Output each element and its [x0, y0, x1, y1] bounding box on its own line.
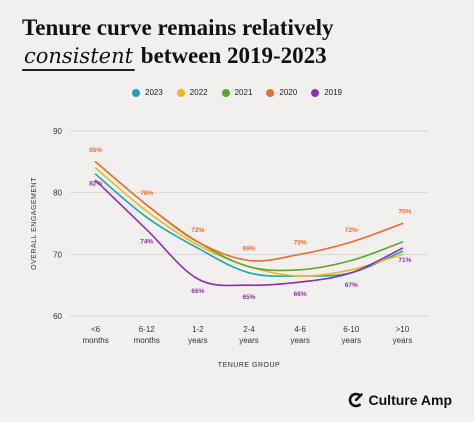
title-line-2: consistent between 2019-2023: [22, 42, 462, 70]
x-tick-label-4-0: 4-6: [294, 325, 306, 334]
chart-title: Tenure curve remains relatively consiste…: [22, 14, 462, 70]
x-axis-label: TENURE GROUP: [218, 362, 280, 369]
legend-label-2021: 2021: [234, 88, 253, 97]
data-label-2019-0: 82%: [89, 180, 102, 187]
data-label-2019-3: 65%: [242, 294, 255, 301]
legend-item-2019: 2019: [311, 88, 342, 97]
legend-label-2022: 2022: [189, 88, 208, 97]
y-tick-label-70: 70: [53, 250, 62, 259]
x-tick-label-4-1: years: [290, 336, 310, 345]
data-label-2019-5: 67%: [345, 282, 358, 289]
x-tick-label-3-1: years: [239, 336, 259, 345]
x-tick-label-6-1: years: [393, 336, 413, 345]
legend-item-2022: 2022: [176, 88, 208, 97]
legend-label-2023: 2023: [145, 88, 163, 97]
series-line-2020: [94, 161, 404, 262]
x-tick-label-2-0: 1-2: [192, 325, 204, 334]
data-label-2019-2: 66%: [191, 288, 204, 295]
legend-swatch-2021: [221, 88, 230, 97]
data-label-2019-4: 66%: [294, 291, 307, 298]
x-tick-label-3-0: 2-4: [243, 325, 255, 334]
data-label-2020-0: 85%: [89, 147, 102, 154]
x-tick-label-5-0: 6-10: [343, 325, 360, 334]
y-tick-label-80: 80: [53, 189, 62, 198]
x-tick-label-6-0: >10: [396, 325, 410, 334]
x-tick-label-2-1: years: [188, 336, 208, 345]
title-line-2-rest: between 2019-2023: [135, 43, 327, 68]
y-tick-label-90: 90: [53, 127, 62, 136]
series-line-2019: [94, 179, 404, 287]
legend-item-2021: 2021: [221, 88, 253, 97]
legend-swatch-2022: [176, 88, 185, 97]
culture-amp-logo-icon: [348, 392, 363, 408]
data-label-2019-6: 71%: [398, 257, 411, 264]
x-tick-label-5-1: years: [342, 336, 362, 345]
data-label-2020-2: 72%: [191, 227, 204, 234]
y-axis-label: OVERALL ENGAGEMENT: [31, 177, 38, 270]
brand-logo: Culture Amp: [348, 392, 452, 408]
data-label-2020-6: 75%: [398, 209, 411, 216]
y-tick-label-60: 60: [53, 312, 62, 321]
legend-swatch-2023: [132, 88, 140, 97]
data-label-2020-1: 78%: [140, 190, 153, 197]
legend-label-2019: 2019: [324, 88, 342, 97]
data-label-2020-4: 70%: [294, 239, 307, 246]
x-tick-label-0-0: <6: [91, 325, 101, 334]
legend-swatch-2020: [266, 88, 275, 97]
x-tick-label-1-1: months: [134, 336, 160, 345]
x-tick-label-0-1: months: [82, 336, 108, 345]
legend-item-2023: 2023: [132, 88, 163, 97]
title-line-1: Tenure curve remains relatively: [22, 15, 334, 40]
chart-legend: 2023 2022 2021 2020 2019: [0, 88, 474, 97]
data-label-2020-3: 69%: [242, 246, 255, 253]
legend-swatch-2019: [311, 88, 320, 97]
title-emphasis: consistent: [24, 44, 134, 68]
x-tick-label-1-0: 6-12: [139, 325, 156, 334]
data-label-2020-5: 72%: [345, 227, 358, 234]
brand-name: Culture Amp: [368, 392, 452, 408]
data-label-2019-1: 74%: [140, 239, 153, 246]
legend-label-2020: 2020: [279, 88, 298, 97]
legend-item-2020: 2020: [266, 88, 297, 97]
